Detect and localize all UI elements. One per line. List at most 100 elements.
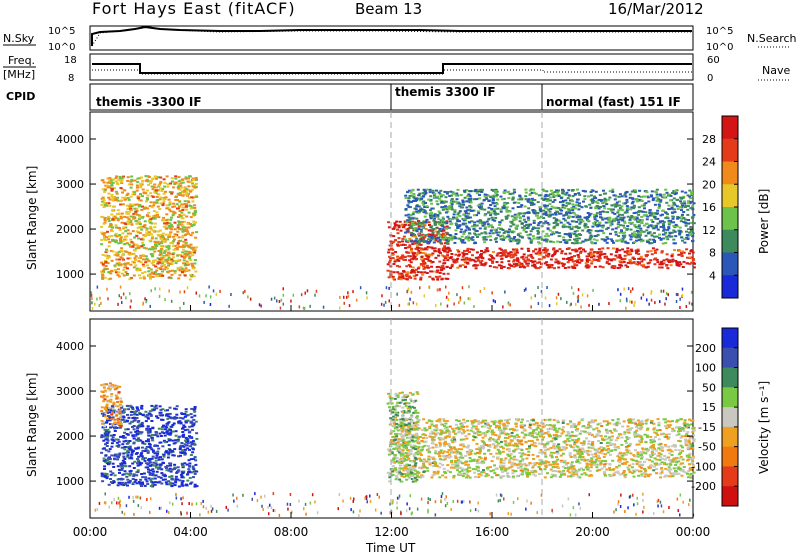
power-sparse-cell (577, 294, 580, 298)
power-echo-cell (618, 263, 622, 266)
power-echo-cell (560, 262, 564, 265)
power-echo-cell (173, 233, 177, 236)
power-echo-cell (499, 264, 503, 267)
velocity-echo-cell (130, 421, 134, 424)
power-echo-cell (666, 238, 670, 241)
power-echo-cell (637, 198, 641, 201)
power-echo-cell (486, 223, 490, 226)
power-echo-cell (150, 228, 153, 231)
power-sparse-cell (577, 299, 579, 303)
power-echo-cell (133, 207, 137, 210)
power-echo-cell (411, 235, 415, 238)
power-echo-cell (575, 220, 579, 223)
power-echo-cell (621, 213, 625, 216)
power-echo-cell (667, 234, 671, 237)
power-echo-cell (396, 244, 400, 247)
power-echo-cell (388, 259, 392, 262)
power-echo-cell (447, 206, 450, 208)
power-echo-cell (159, 237, 163, 240)
power-echo-cell (124, 226, 128, 229)
velocity-echo-cell (143, 459, 147, 462)
power-echo-cell (422, 241, 426, 243)
power-sparse-cell (96, 297, 98, 301)
velocity-echo-cell (104, 409, 108, 412)
power-echo-cell (444, 277, 448, 280)
power-echo-cell (665, 258, 669, 261)
power-echo-cell (684, 218, 688, 221)
velocity-echo-cell (118, 416, 122, 419)
power-echo-cell (595, 235, 599, 237)
velocity-echo-cell (123, 465, 127, 468)
power-echo-cell (403, 256, 407, 258)
power-echo-cell (649, 259, 653, 262)
power-echo-cell (483, 223, 486, 226)
power-echo-cell (661, 229, 665, 232)
power-echo-cell (610, 223, 614, 226)
velocity-echo-cell (155, 444, 159, 447)
power-echo-cell (473, 221, 477, 224)
power-echo-cell (657, 198, 661, 201)
velocity-echo-cell (126, 484, 129, 487)
power-echo-cell (446, 191, 450, 193)
power-echo-cell (410, 258, 414, 261)
power-echo-cell (104, 262, 107, 264)
power-echo-cell (185, 228, 189, 231)
power-echo-cell (512, 223, 516, 226)
power-echo-cell (178, 214, 182, 216)
velocity-echo-cell (176, 438, 180, 441)
power-echo-cell (417, 225, 421, 228)
power-echo-cell (609, 232, 612, 235)
velocity-echo-cell (145, 480, 149, 483)
power-echo-cell (621, 219, 625, 222)
power-echo-cell (148, 273, 152, 276)
power-echo-cell (533, 265, 537, 268)
velocity-echo-cell (190, 471, 194, 474)
power-echo-cell (649, 194, 653, 197)
power-echo-cell (456, 201, 460, 204)
power-echo-cell (654, 251, 657, 254)
power-echo-cell (502, 202, 506, 205)
power-echo-cell (571, 195, 575, 198)
velocity-echo-cell (124, 481, 128, 484)
power-sparse-cell (625, 306, 627, 310)
power-echo-cell (664, 242, 668, 244)
power-sparse-cell (681, 294, 684, 297)
power-echo-cell (114, 224, 118, 227)
power-echo-cell (651, 214, 655, 217)
power-echo-cell (126, 229, 130, 232)
power-echo-cell (121, 191, 124, 194)
power-sparse-cell (570, 302, 572, 306)
power-sparse-cell (623, 287, 625, 291)
power-echo-cell (193, 259, 197, 261)
power-echo-cell (544, 212, 548, 214)
velocity-echo-cell (132, 473, 136, 476)
power-echo-cell (623, 254, 627, 257)
velocity-echo-cell (106, 434, 110, 437)
velocity-echo-cell (195, 432, 199, 435)
power-echo-cell (546, 264, 550, 266)
power-sparse-cell (626, 299, 628, 303)
velocity-echo-cell (124, 439, 128, 442)
power-echo-cell (495, 261, 499, 263)
power-echo-cell (533, 191, 537, 194)
power-echo-cell (131, 230, 135, 233)
power-echo-cell (640, 215, 644, 218)
power-sparse-cell (440, 302, 442, 306)
power-echo-cell (586, 239, 589, 241)
power-echo-cell (518, 266, 522, 269)
velocity-echo-cell (162, 432, 166, 435)
velocity-echo-cell (143, 484, 147, 487)
power-echo-cell (454, 237, 457, 240)
power-echo-cell (622, 261, 626, 263)
power-echo-cell (623, 220, 626, 223)
power-echo-cell (483, 263, 487, 266)
power-echo-cell (463, 189, 466, 192)
power-echo-cell (575, 242, 579, 245)
power-echo-cell (392, 235, 396, 238)
power-echo-cell (156, 234, 160, 236)
power-echo-cell (169, 218, 173, 221)
power-echo-cell (119, 263, 123, 266)
power-echo-cell (189, 259, 193, 262)
power-echo-cell (151, 188, 155, 191)
power-echo-cell (652, 212, 656, 215)
